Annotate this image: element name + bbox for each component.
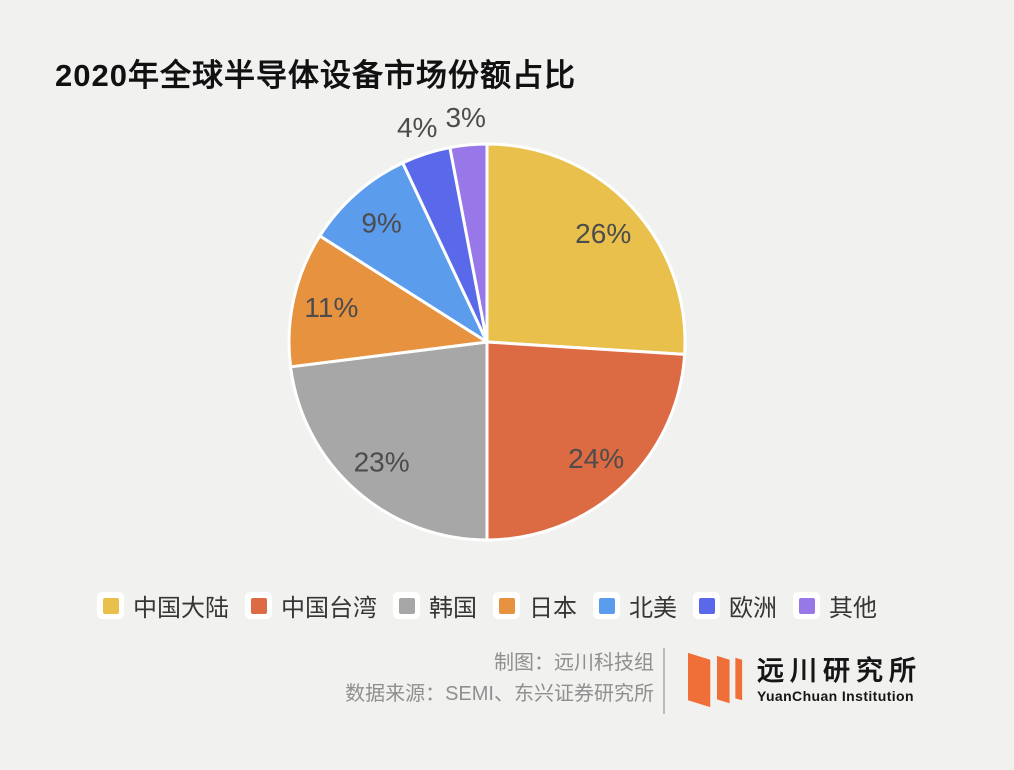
footer-divider <box>663 648 665 714</box>
legend: 中国大陆 中国台湾 韩国 日本 北美 欧洲 其他 <box>0 588 974 623</box>
logo-mark-icon <box>688 652 743 708</box>
legend-item-6: 其他 <box>793 588 877 623</box>
logo-text: 远川研究所 YuanChuan Institution <box>757 656 922 704</box>
pie-slice-label-3: 11% <box>304 292 358 323</box>
pie-slice-label-2: 23% <box>354 447 410 478</box>
legend-swatch-icon <box>97 592 124 619</box>
pie-slice-2 <box>289 340 489 542</box>
logo: 远川研究所 YuanChuan Institution <box>688 650 922 710</box>
pie-slice-6 <box>448 142 489 344</box>
pie-slice-3 <box>287 234 489 369</box>
logo-name-en: YuanChuan Institution <box>757 688 914 704</box>
legend-swatch-color <box>250 597 267 614</box>
legend-swatch-color <box>698 597 715 614</box>
legend-item-1: 中国台湾 <box>245 588 377 623</box>
legend-swatch-icon <box>393 592 420 619</box>
pie-slice-1 <box>485 340 687 542</box>
pie-slice-0 <box>485 142 687 356</box>
credit-source: 数据来源：SEMI、东兴证券研究所 <box>345 683 654 705</box>
legend-swatch-icon <box>593 592 620 619</box>
legend-swatch-color <box>398 597 415 614</box>
pie-slice-4 <box>318 161 489 344</box>
legend-label: 韩国 <box>429 595 477 622</box>
credit-author: 制图：远川科技组 <box>494 652 654 674</box>
pie-slice-label-5: 4% <box>397 112 437 143</box>
credits-block: 制图：远川科技组 数据来源：SEMI、东兴证券研究所 <box>345 648 654 710</box>
legend-label: 欧洲 <box>729 595 777 622</box>
pie-slice-label-6: 3% <box>445 102 485 133</box>
legend-item-5: 欧洲 <box>693 588 777 623</box>
pie-chart: 26% 24% 23% 11% 9% 4% 3% <box>237 92 737 592</box>
pie-slice-label-0: 26% <box>575 218 631 249</box>
legend-label: 日本 <box>529 595 577 622</box>
legend-swatch-color <box>498 597 515 614</box>
legend-item-3: 日本 <box>493 588 577 623</box>
legend-label: 北美 <box>629 595 677 622</box>
legend-swatch-color <box>102 597 119 614</box>
legend-label: 中国大陆 <box>133 595 229 622</box>
legend-item-2: 韩国 <box>393 588 477 623</box>
legend-item-0: 中国大陆 <box>97 588 229 623</box>
legend-swatch-icon <box>693 592 720 619</box>
chart-title: 2020年全球半导体设备市场份额占比 <box>55 58 576 93</box>
legend-swatch-icon <box>793 592 820 619</box>
legend-label: 中国台湾 <box>281 595 377 622</box>
legend-swatch-icon <box>493 592 520 619</box>
legend-label: 其他 <box>829 595 877 622</box>
pie-slice-label-1: 24% <box>568 443 624 474</box>
pie-chart-svg: 26% 24% 23% 11% 9% 4% 3% <box>287 102 687 542</box>
legend-swatch-icon <box>245 592 272 619</box>
legend-swatch-color <box>598 597 615 614</box>
legend-item-4: 北美 <box>593 588 677 623</box>
legend-swatch-color <box>798 597 815 614</box>
logo-name-cn: 远川研究所 <box>757 656 922 686</box>
pie-slice-label-4: 9% <box>361 207 401 238</box>
